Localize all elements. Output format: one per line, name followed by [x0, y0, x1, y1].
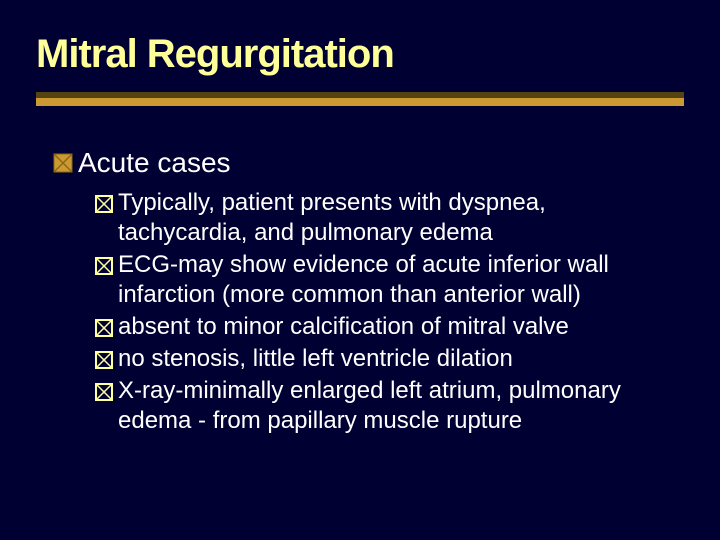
bullet-level2-text: Typically, patient presents with dyspnea…: [118, 188, 672, 248]
bullet-level2: absent to minor calcification of mitral …: [94, 312, 672, 342]
bullet-level2: Typically, patient presents with dyspnea…: [94, 188, 672, 248]
bullet-level2: no stenosis, little left ventricle dilat…: [94, 344, 672, 374]
bullet-level2-text: X-ray-minimally enlarged left atrium, pu…: [118, 376, 672, 436]
bullet-level2-text: ECG-may show evidence of acute inferior …: [118, 250, 672, 310]
bullet-level2-text: absent to minor calcification of mitral …: [118, 312, 569, 342]
bullet-level2-group: Typically, patient presents with dyspnea…: [94, 188, 672, 436]
bullet-level2: ECG-may show evidence of acute inferior …: [94, 250, 672, 310]
slide-content: Acute cases Typically, patient presents …: [52, 146, 672, 438]
bullet-level1-text: Acute cases: [78, 146, 231, 180]
bullet-level1: Acute cases: [52, 146, 672, 180]
square-outline-bullet-icon: [94, 350, 114, 370]
square-outline-bullet-icon: [94, 256, 114, 276]
square-outline-bullet-icon: [94, 318, 114, 338]
square-outline-bullet-icon: [94, 382, 114, 402]
title-underline: [36, 92, 684, 112]
slide-title: Mitral Regurgitation: [0, 0, 720, 77]
bullet-level2-text: no stenosis, little left ventricle dilat…: [118, 344, 513, 374]
bullet-level2: X-ray-minimally enlarged left atrium, pu…: [94, 376, 672, 436]
square-bullet-icon: [52, 152, 74, 174]
square-outline-bullet-icon: [94, 194, 114, 214]
